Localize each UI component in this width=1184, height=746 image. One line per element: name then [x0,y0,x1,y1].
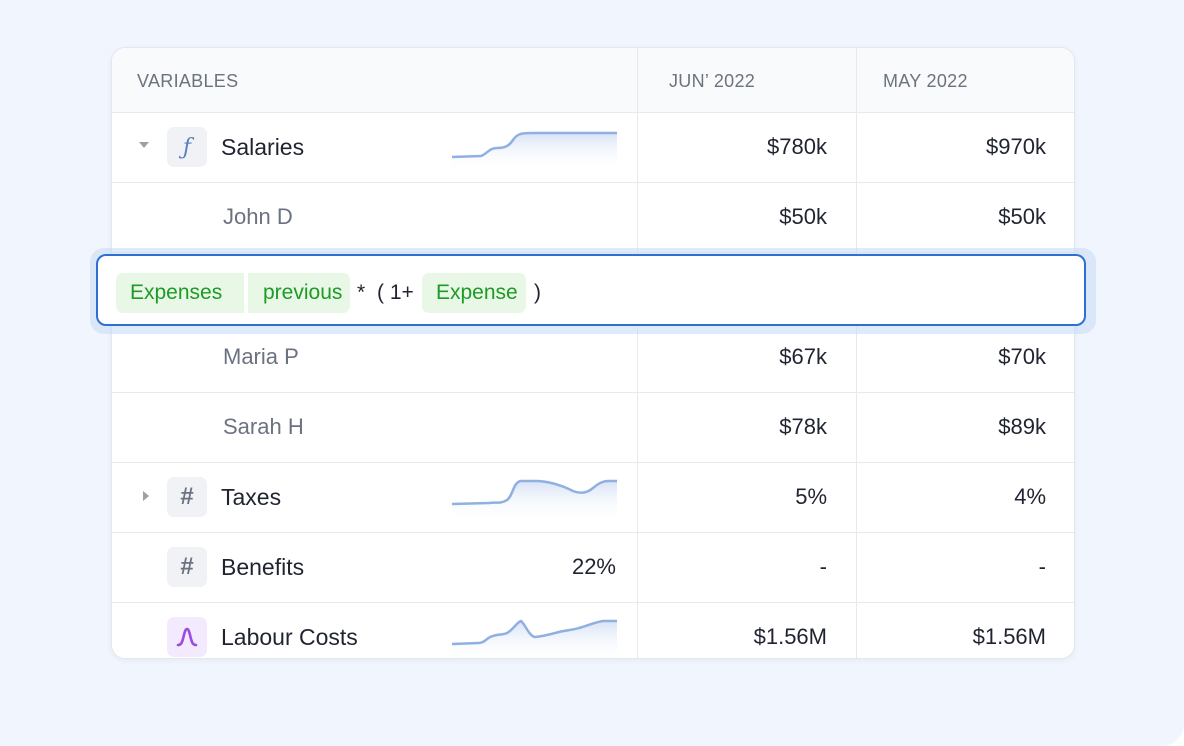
cell-may-2022[interactable]: $50k [998,204,1046,229]
row-label: John D [223,204,293,229]
table-row-labour-costs[interactable]: Labour Costs $1.56M $1.56M [112,602,1074,658]
function-icon: ƒ [167,127,207,167]
header-may-2022[interactable]: MAY 2022 [883,71,968,91]
formula-operator-close: ) [534,281,541,304]
cell-jun-2022[interactable]: $67k [779,344,827,369]
cell-may-2022[interactable]: 4% [1014,484,1046,509]
collapse-caret-icon[interactable] [139,142,149,148]
row-label: Sarah H [223,414,304,439]
cell-jun-2022[interactable]: - [819,554,827,579]
table-row-sarah-h[interactable]: Sarah H $78k $89k [112,392,1074,463]
sparkline-chart [451,619,617,658]
row-label: Salaries [221,134,305,160]
cell-may-2022[interactable]: $970k [986,134,1046,159]
cell-may-2022[interactable]: $1.56M [972,624,1046,649]
table-row-john-d[interactable]: John D $50k $50k [112,182,1074,253]
table-header: VARIABLES JUN’ 2022 MAY 2022 [112,48,1074,113]
expand-caret-icon[interactable] [143,491,149,501]
header-jun-2022[interactable]: JUN’ 2022 [669,71,756,91]
cell-jun-2022[interactable]: $78k [779,414,827,439]
pulse-icon [167,617,207,657]
cell-jun-2022[interactable]: $780k [767,134,827,159]
table-row-maria-p[interactable]: Maria P $67k $70k [112,322,1074,393]
sparkline-chart [451,131,617,172]
row-label: Labour Costs [221,624,358,650]
sparkline-chart [451,479,617,522]
row-label: Benefits [221,554,305,580]
cell-jun-2022[interactable]: $1.56M [753,624,827,649]
formula-operator-multiply: * [357,281,366,304]
column-divider [637,48,638,658]
formula-operator-open: ( 1+ [377,281,414,304]
table-row-taxes[interactable]: # Taxes 5% 4% [112,462,1074,533]
cell-jun-2022[interactable]: $50k [779,204,827,229]
header-variables[interactable]: VARIABLES [137,71,239,91]
cell-jun-2022[interactable]: 5% [795,484,827,509]
row-label: Taxes [221,484,282,510]
cell-may-2022[interactable]: $70k [998,344,1046,369]
hash-icon: # [167,477,207,517]
row-label: Maria P [223,344,299,369]
formula-token-expenses[interactable]: Expenses [116,273,244,313]
hash-icon: # [167,547,207,587]
column-divider [856,48,857,658]
formula-token-expense[interactable]: Expense [422,273,526,313]
formula-token-previous[interactable]: previous [248,273,350,313]
inline-value[interactable]: 22% [571,554,616,579]
table-row-salaries[interactable]: ƒ Salaries $780k $970k [112,112,1074,183]
cell-may-2022[interactable]: $89k [998,414,1046,439]
formula-input[interactable]: Expenses previous * ( 1+ Expense ) [96,254,1086,326]
table-row-benefits[interactable]: # Benefits 22% - - [112,532,1074,603]
cell-may-2022[interactable]: - [1038,554,1046,579]
variables-table: VARIABLES JUN’ 2022 MAY 2022 ƒ Salaries … [111,47,1075,659]
